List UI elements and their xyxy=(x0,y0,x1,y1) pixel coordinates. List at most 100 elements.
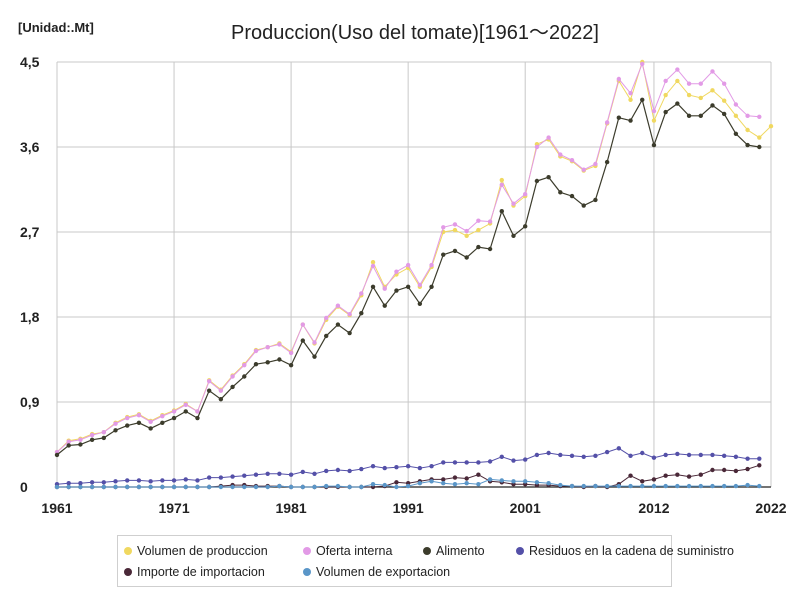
data-point xyxy=(300,338,306,343)
data-point xyxy=(136,413,142,418)
data-point xyxy=(522,224,528,229)
data-point xyxy=(218,388,224,393)
data-point xyxy=(604,120,610,125)
data-point xyxy=(546,175,551,180)
data-point xyxy=(534,144,540,150)
data-point xyxy=(604,483,610,489)
data-point xyxy=(370,260,376,265)
data-point xyxy=(616,76,622,82)
data-point xyxy=(733,102,739,107)
legend-item: Residuos en la cadena de suministro xyxy=(516,544,734,558)
data-point xyxy=(113,479,118,484)
data-point xyxy=(335,303,341,308)
data-point xyxy=(359,484,364,490)
data-point xyxy=(277,471,282,476)
data-point xyxy=(66,443,71,448)
legend-marker xyxy=(124,568,132,576)
data-point xyxy=(757,135,762,140)
y-tick-label: 3,6 xyxy=(20,139,40,155)
legend-item: Importe de importacion xyxy=(124,565,265,579)
data-point xyxy=(382,465,387,471)
series-oferta-interna xyxy=(54,61,762,455)
data-point xyxy=(640,479,645,484)
data-point xyxy=(757,463,762,468)
data-point xyxy=(686,452,692,458)
legend-label: Residuos en la cadena de suministro xyxy=(529,544,734,558)
data-point xyxy=(499,478,504,483)
data-point xyxy=(593,161,598,167)
data-point xyxy=(242,473,247,478)
data-point xyxy=(721,467,727,473)
data-point xyxy=(733,131,739,136)
data-point xyxy=(698,452,703,458)
data-point xyxy=(195,415,200,421)
data-point xyxy=(476,481,481,487)
data-point xyxy=(745,142,750,148)
data-point xyxy=(487,477,493,482)
data-point xyxy=(628,473,633,478)
series-layer xyxy=(54,59,774,490)
data-point xyxy=(733,454,739,459)
data-point xyxy=(651,477,657,482)
data-point xyxy=(405,483,411,489)
data-point xyxy=(581,454,586,459)
data-point xyxy=(195,484,200,490)
data-point xyxy=(511,479,516,484)
data-point xyxy=(394,484,399,490)
data-point xyxy=(698,95,703,101)
data-point xyxy=(66,481,71,486)
data-point xyxy=(78,481,83,486)
data-point xyxy=(628,483,633,489)
data-point xyxy=(277,357,282,362)
series-volumen-de-produccion xyxy=(54,59,774,455)
data-point xyxy=(160,478,165,483)
data-point xyxy=(476,227,481,233)
data-point xyxy=(499,209,504,214)
data-point xyxy=(230,374,235,379)
data-point xyxy=(324,333,329,339)
data-point xyxy=(347,484,352,490)
data-point xyxy=(230,474,235,479)
data-point xyxy=(441,225,446,230)
data-point xyxy=(628,118,633,123)
data-point xyxy=(569,158,575,163)
data-point xyxy=(417,301,423,306)
data-point xyxy=(721,111,727,117)
x-tick-label: 2012 xyxy=(638,500,669,516)
data-point xyxy=(382,303,387,308)
data-point xyxy=(89,437,95,442)
data-point xyxy=(452,481,458,487)
data-point xyxy=(335,322,341,327)
data-point xyxy=(628,90,633,96)
x-tick-label: 1971 xyxy=(158,500,189,516)
data-point xyxy=(417,282,423,288)
data-point xyxy=(663,452,668,458)
x-tick-label: 1991 xyxy=(393,500,424,516)
series-residuos-en-la-cadena-de-suministro xyxy=(54,446,762,487)
data-point xyxy=(230,384,235,390)
data-point xyxy=(651,483,657,489)
data-point xyxy=(522,192,528,197)
data-point xyxy=(101,480,107,485)
data-point xyxy=(429,262,434,268)
data-point xyxy=(206,388,212,393)
data-point xyxy=(101,484,107,490)
data-point xyxy=(675,67,680,72)
data-point xyxy=(710,88,715,93)
data-point xyxy=(347,468,352,474)
legend: Volumen de produccion Oferta interna Alime… xyxy=(117,535,734,587)
data-point xyxy=(183,409,188,414)
data-point xyxy=(218,396,224,402)
data-point xyxy=(710,467,715,473)
data-point xyxy=(160,484,165,490)
data-point xyxy=(686,92,692,98)
data-point xyxy=(628,97,633,102)
data-point xyxy=(288,484,294,490)
unit-label: [Unidad:.Mt] xyxy=(18,20,94,35)
data-point xyxy=(546,450,551,456)
data-point xyxy=(663,483,668,489)
legend-label: Oferta interna xyxy=(316,544,393,558)
data-point xyxy=(335,467,341,473)
legend-label: Volumen de produccion xyxy=(137,544,268,558)
data-point xyxy=(604,449,610,455)
